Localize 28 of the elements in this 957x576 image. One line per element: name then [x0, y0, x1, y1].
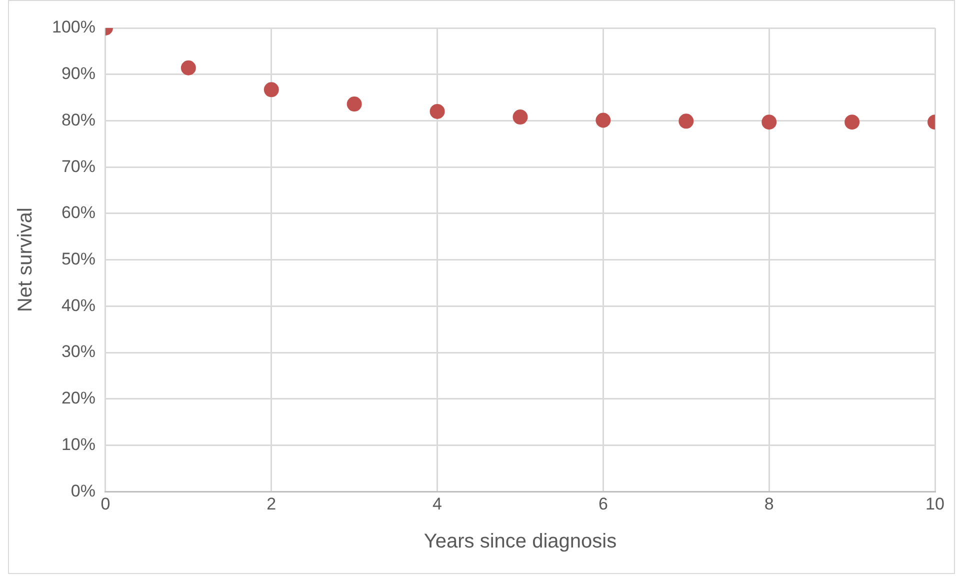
x-tick-label: 10 — [926, 494, 944, 514]
point — [762, 114, 777, 130]
y-tick-label: 60% — [61, 203, 96, 222]
x-tick-label: 8 — [764, 494, 774, 514]
y-tick-label: 80% — [61, 110, 96, 130]
point — [678, 114, 694, 129]
y-tick-label: 10% — [61, 434, 96, 454]
point — [512, 110, 528, 125]
point — [264, 82, 279, 98]
x-tick-label: 6 — [598, 494, 608, 514]
x-axis-title: Years since diagnosis — [424, 530, 617, 553]
y-tick-label: 20% — [61, 388, 96, 408]
x-tick-label: 0 — [100, 494, 110, 514]
y-tick-label: 90% — [61, 64, 96, 84]
y-tick-label: 30% — [61, 342, 96, 362]
y-tick-label: 0% — [70, 481, 96, 500]
x-tick-label: 4 — [432, 494, 442, 514]
y-tick-label: 40% — [61, 296, 96, 315]
y-tick-label: 70% — [61, 156, 96, 176]
y-axis-title: Net survival — [14, 208, 37, 312]
x-tick-label: 2 — [266, 494, 276, 514]
point — [844, 114, 860, 130]
point — [430, 104, 445, 119]
point — [180, 60, 196, 76]
point — [346, 96, 362, 112]
point — [596, 112, 611, 128]
y-tick-label: 50% — [61, 249, 96, 268]
y-tick-label: 100% — [52, 18, 96, 37]
